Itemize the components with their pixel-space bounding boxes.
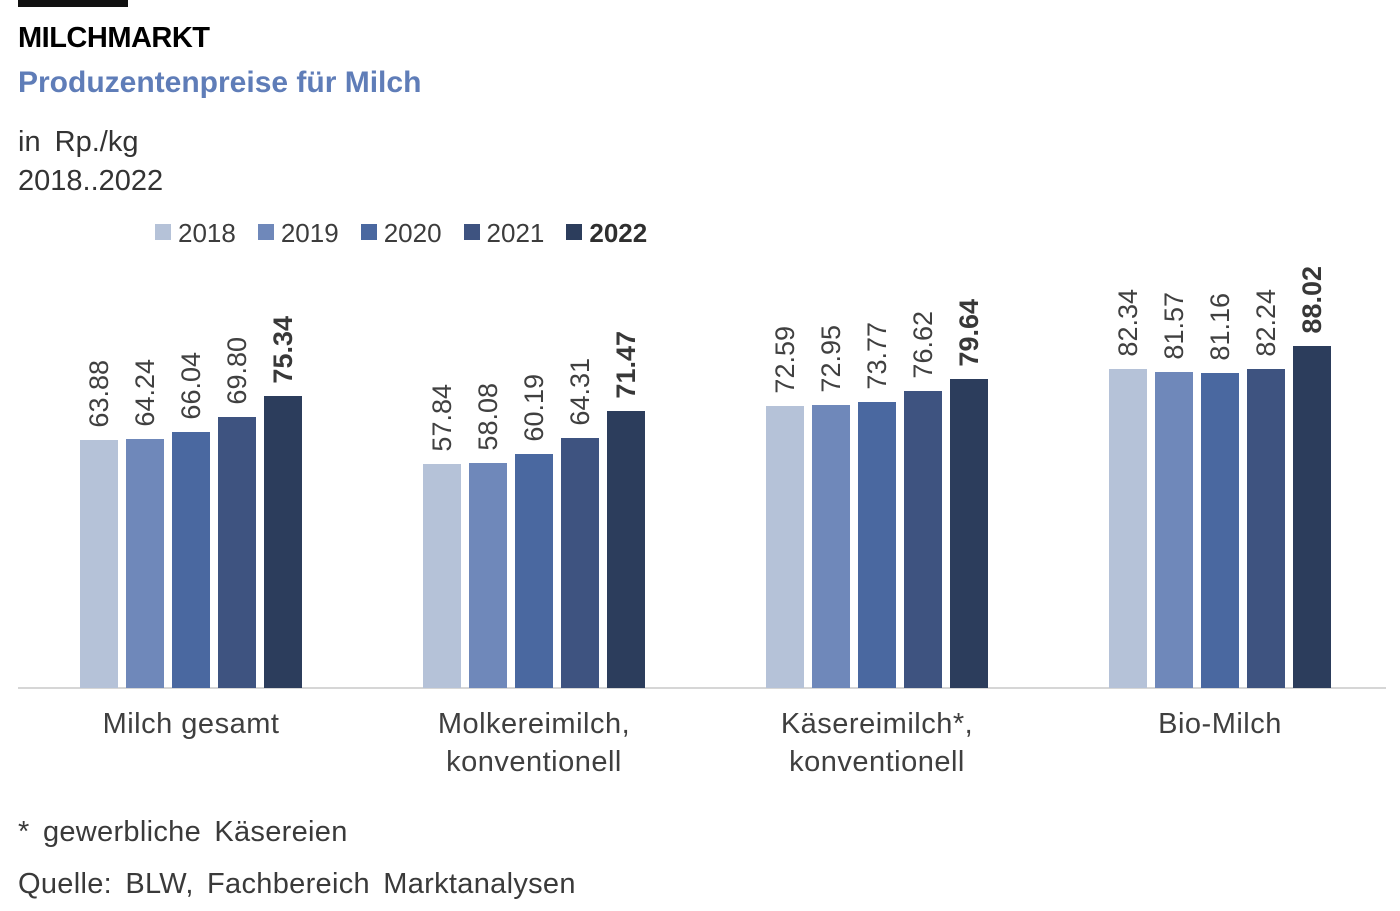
- bar-2020-category-2: [515, 454, 553, 688]
- bar-value-label: 64.24: [129, 359, 160, 427]
- bar-2019-category-2: [469, 463, 507, 688]
- bar-group-4: 82.34 81.57 81.16 82.24 88.02: [1109, 266, 1331, 688]
- bar-column-2019: 72.95: [812, 325, 850, 688]
- bar-value-label: 71.47: [610, 331, 641, 399]
- bar-column-2022: 79.64: [950, 299, 988, 688]
- bar-column-2022: 71.47: [607, 331, 645, 688]
- bar-value-label: 58.08: [472, 383, 503, 451]
- legend-item-2021: 2021: [463, 217, 545, 249]
- bar-2018-category-4: [1109, 369, 1147, 688]
- bar-column-2021: 64.31: [561, 358, 599, 688]
- bar-column-2021: 69.80: [218, 337, 256, 688]
- bar-value-label: 72.95: [815, 325, 846, 393]
- bar-2020-category-1: [172, 432, 210, 688]
- legend-item-2022: 2022: [566, 218, 647, 249]
- bar-column-2021: 76.62: [904, 311, 942, 688]
- legend: 2018 2019 2020 2021 2022: [155, 218, 1400, 248]
- page-title: MILCHMARKT: [18, 22, 210, 54]
- legend-item-2018: 2018: [155, 218, 236, 249]
- bar-value-label: 88.02: [1296, 266, 1327, 334]
- bar-2020-category-3: [858, 402, 896, 688]
- bar-2022-category-2: [607, 411, 645, 688]
- bar-value-label: 63.88: [83, 360, 114, 428]
- bar-2019-category-1: [126, 439, 164, 688]
- bar-column-2020: 81.16: [1201, 293, 1239, 688]
- bar-column-2020: 60.19: [515, 374, 553, 688]
- bar-value-label: 69.80: [221, 337, 252, 405]
- bar-value-label: 82.34: [1112, 289, 1143, 357]
- legend-swatch-2022: [566, 223, 583, 240]
- legend-label: 2022: [589, 217, 648, 248]
- bar-column-2018: 63.88: [80, 360, 118, 688]
- x-axis-line: [18, 687, 1386, 689]
- header-rule: [18, 0, 128, 7]
- bar-2021-category-3: [904, 391, 942, 688]
- category-label-4: Bio-Milch: [1158, 708, 1282, 740]
- bar-value-label: 76.62: [907, 311, 938, 379]
- category-label-2: Molkereimilch, konventionell: [437, 708, 631, 779]
- legend-item-2020: 2020: [360, 217, 442, 249]
- bar-value-label: 72.59: [769, 326, 800, 394]
- bar-group-2: 57.84 58.08 60.19 64.31 71.47: [423, 331, 645, 688]
- bar-2018-category-2: [423, 464, 461, 688]
- bar-column-2019: 58.08: [469, 383, 507, 688]
- bar-chart: 63.88 64.24 66.04 69.80 75.34 57.84 58.08 60.19…: [0, 248, 1400, 689]
- bar-column-2021: 82.24: [1247, 289, 1285, 688]
- bar-value-label: 75.34: [267, 316, 298, 384]
- bar-value-label: 60.19: [518, 374, 549, 442]
- bar-2021-category-1: [218, 417, 256, 688]
- bar-value-label: 81.57: [1158, 292, 1189, 360]
- unit-label: in Rp./kg: [18, 126, 139, 158]
- bar-column-2018: 82.34: [1109, 289, 1147, 688]
- chart-title: Produzentenpreise für Milch: [18, 66, 422, 99]
- legend-label: 2019: [280, 217, 339, 248]
- bar-2022-category-3: [950, 379, 988, 688]
- category-label-1: Milch gesamt: [102, 708, 280, 740]
- bar-2019-category-4: [1155, 372, 1193, 688]
- period-label: 2018..2022: [18, 165, 164, 197]
- bar-value-label: 57.84: [426, 384, 457, 452]
- bar-group-1: 63.88 64.24 66.04 69.80 75.34: [80, 316, 302, 688]
- bar-column-2019: 64.24: [126, 359, 164, 688]
- bar-2019-category-3: [812, 405, 850, 688]
- bar-2021-category-4: [1247, 369, 1285, 688]
- legend-label: 2018: [178, 217, 236, 248]
- source-line: Quelle: BLW, Fachbereich Marktanalysen: [18, 867, 576, 900]
- bar-value-label: 64.31: [564, 358, 595, 426]
- bar-column-2018: 72.59: [766, 326, 804, 688]
- bar-column-2020: 66.04: [172, 352, 210, 688]
- bar-column-2018: 57.84: [423, 384, 461, 688]
- bar-value-label: 79.64: [953, 299, 984, 367]
- bar-column-2020: 73.77: [858, 322, 896, 688]
- bar-column-2019: 81.57: [1155, 292, 1193, 688]
- legend-swatch-2020: [360, 223, 377, 240]
- bar-2020-category-4: [1201, 373, 1239, 688]
- legend-item-2019: 2019: [257, 217, 339, 249]
- legend-label: 2020: [383, 217, 442, 248]
- legend-label: 2021: [486, 217, 545, 248]
- footnote: * gewerbliche Käsereien: [18, 815, 348, 848]
- bar-2021-category-2: [561, 438, 599, 688]
- legend-swatch-2021: [463, 223, 480, 240]
- bar-2022-category-1: [264, 396, 302, 688]
- bar-value-label: 66.04: [175, 352, 206, 420]
- bar-column-2022: 75.34: [264, 316, 302, 688]
- bar-2022-category-4: [1293, 346, 1331, 688]
- bar-column-2022: 88.02: [1293, 266, 1331, 688]
- legend-swatch-2019: [257, 223, 274, 240]
- bar-value-label: 73.77: [861, 322, 892, 390]
- bar-group-3: 72.59 72.95 73.77 76.62 79.64: [766, 299, 988, 688]
- category-label-3: Käsereimilch*, konventionell: [780, 708, 974, 779]
- bar-2018-category-1: [80, 440, 118, 688]
- legend-swatch-2018: [155, 223, 171, 240]
- bar-value-label: 81.16: [1204, 293, 1235, 361]
- bar-value-label: 82.24: [1250, 289, 1281, 357]
- bar-2018-category-3: [766, 406, 804, 688]
- category-labels-row: Milch gesamt Molkereimilch, konventionell…: [0, 705, 1400, 782]
